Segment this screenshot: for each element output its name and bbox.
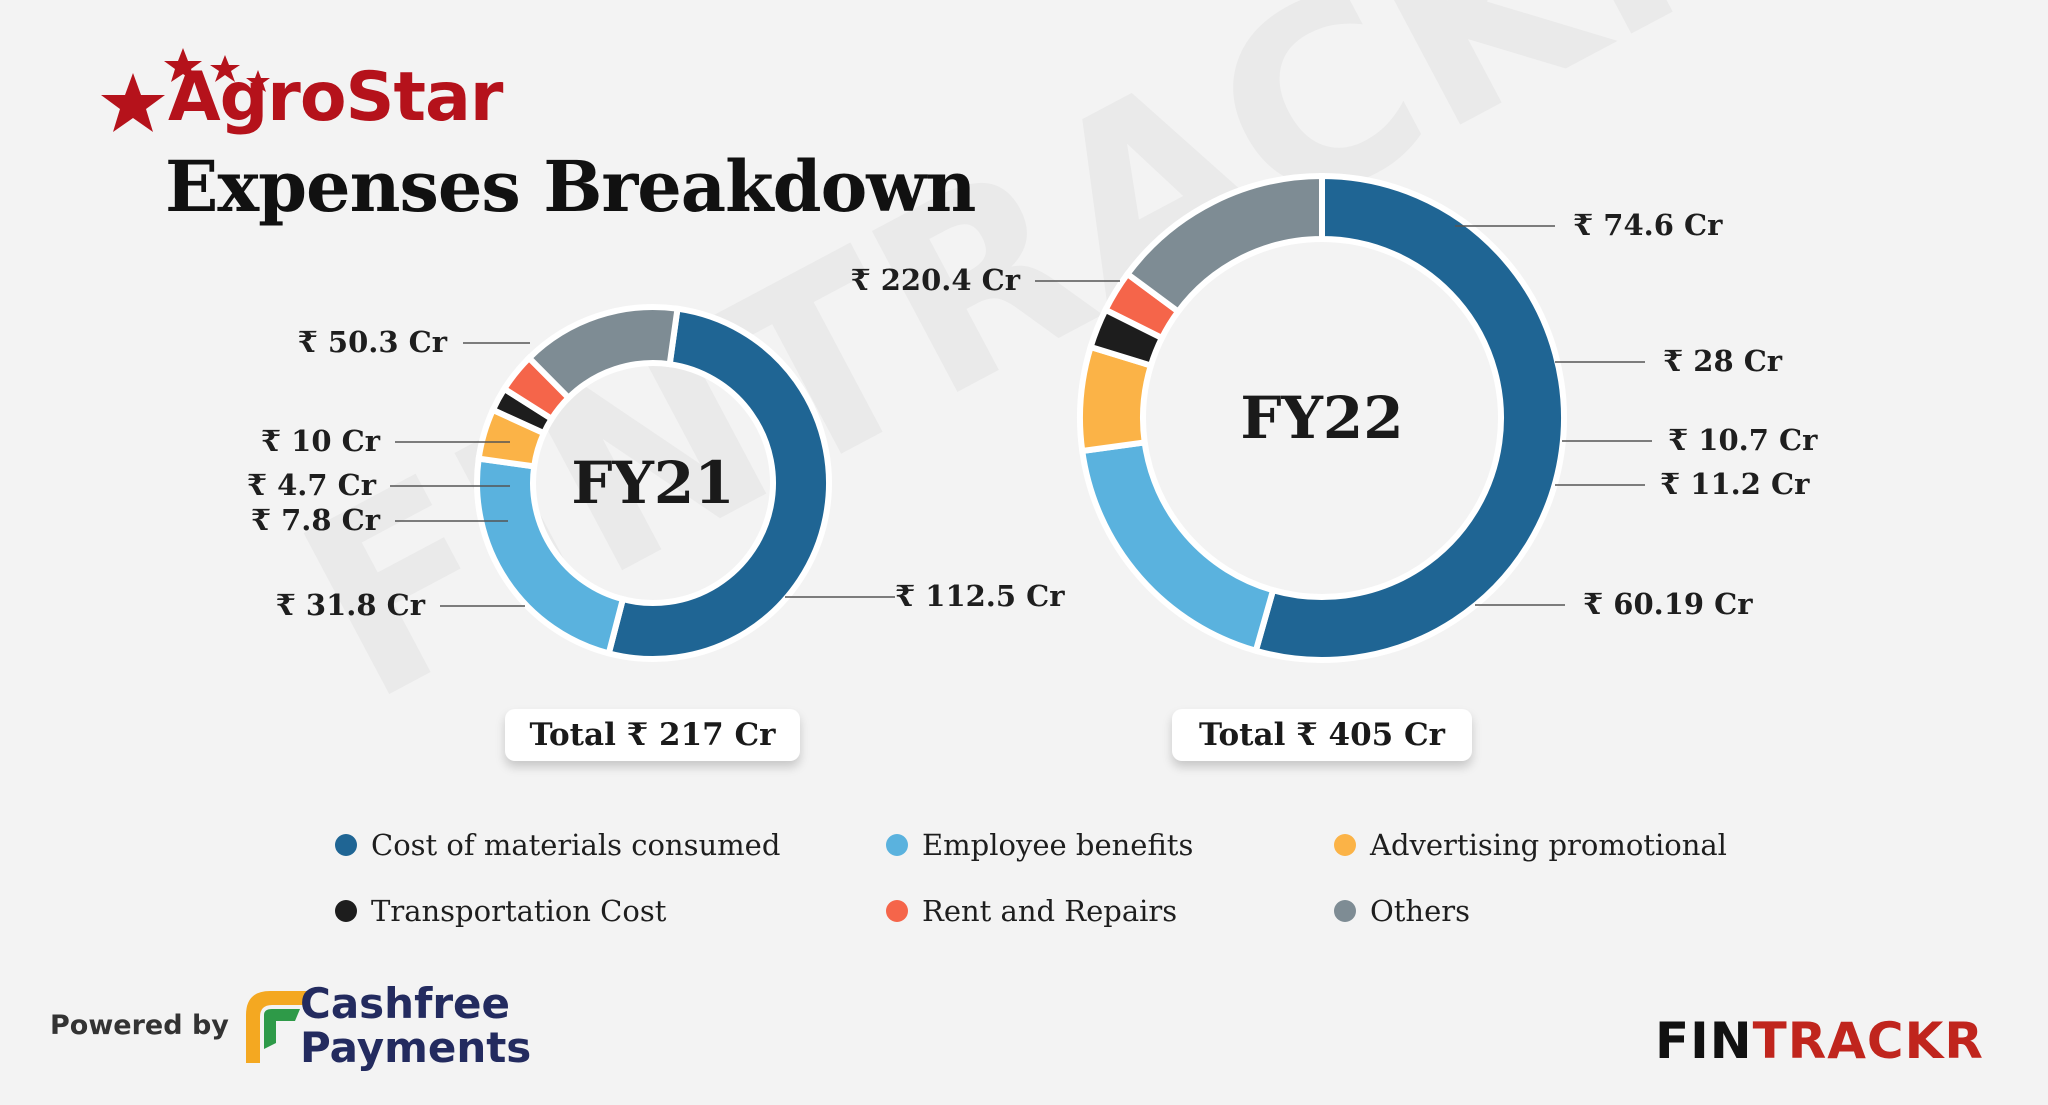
- legend-label: Advertising promotional: [1370, 828, 1727, 862]
- slice-value-label: ₹ 74.6 Cr: [1573, 208, 1723, 242]
- legend-swatch: [886, 834, 908, 856]
- cashfree-logo-icon: [246, 991, 310, 1063]
- legend-item-transportation: Transportation Cost: [335, 894, 666, 928]
- legend-swatch: [1334, 834, 1356, 856]
- legend-item-advertising: Advertising promotional: [1334, 828, 1727, 862]
- legend-item-rent: Rent and Repairs: [886, 894, 1177, 928]
- agrostar-stars-icon: [101, 48, 270, 132]
- slice-value-label: ₹ 50.3 Cr: [298, 325, 448, 359]
- slice-value-label: ₹ 31.8 Cr: [276, 588, 426, 622]
- donut-slice-fy21-5: [524, 304, 681, 402]
- legend-swatch: [886, 900, 908, 922]
- total-badge-fy22: Total ₹ 405 Cr: [1172, 709, 1472, 761]
- cashfree-line2: Payments: [300, 1023, 532, 1072]
- legend-item-others: Others: [1334, 894, 1470, 928]
- donut-center-label: FY21: [571, 449, 734, 517]
- donut-center-label: FY22: [1240, 384, 1403, 452]
- slice-value-label: ₹ 112.5 Cr: [895, 579, 1065, 613]
- fintrackr-logo-part1: FIN: [1655, 1012, 1753, 1070]
- cashfree-wordmark: Cashfree Payments: [300, 982, 531, 1070]
- fintrackr-logo: FINTRACKR: [1655, 1012, 1984, 1070]
- slice-value-label: ₹ 10.7 Cr: [1668, 423, 1818, 457]
- total-badge-fy21: Total ₹ 217 Cr: [505, 709, 800, 761]
- slice-value-label: ₹ 11.2 Cr: [1660, 467, 1810, 501]
- legend-label: Cost of materials consumed: [371, 828, 781, 862]
- legend-item-employee-benefits: Employee benefits: [886, 828, 1193, 862]
- legend-label: Transportation Cost: [371, 894, 667, 928]
- fintrackr-logo-part2: TRACKR: [1752, 1012, 1984, 1070]
- brand-name: AgroStar: [168, 58, 503, 137]
- slice-value-label: ₹ 10 Cr: [261, 424, 381, 458]
- legend-swatch: [1334, 900, 1356, 922]
- slice-value-label: ₹ 7.8 Cr: [251, 503, 381, 537]
- legend-label: Employee benefits: [922, 828, 1194, 862]
- legend-swatch: [335, 900, 357, 922]
- donut-slice-fy21-0: [605, 305, 832, 662]
- cashfree-line1: Cashfree: [300, 979, 511, 1028]
- legend-item-cost-of-materials: Cost of materials consumed: [335, 828, 780, 862]
- powered-by-text: Powered by: [50, 1010, 229, 1041]
- slice-value-label: ₹ 220.4 Cr: [850, 263, 1020, 297]
- donut-slice-fy22-5: [1123, 172, 1325, 316]
- page-title: Expenses Breakdown: [165, 145, 976, 228]
- donut-fy21: ₹ 112.5 Cr ₹ 50.3 Cr ₹ 10 Cr ₹ 4.7 Cr₹ 7.8 …: [247, 304, 1065, 662]
- legend-label: Others: [1370, 894, 1471, 928]
- slice-value-label: ₹ 60.19 Cr: [1583, 587, 1753, 621]
- donut-slice-fy22-1: [1078, 439, 1277, 655]
- donut-slice-fy22-0: [1252, 172, 1567, 663]
- slice-value-label: ₹ 28 Cr: [1663, 344, 1783, 378]
- donut-fy22: ₹ 220.4 Cr ₹ 74.6 Cr ₹ 28 Cr ₹ 10.7 Cr ₹ 11.…: [850, 172, 1818, 663]
- slice-value-label: ₹ 4.7 Cr: [247, 468, 377, 502]
- legend-label: Rent and Repairs: [922, 894, 1178, 928]
- legend-swatch: [335, 834, 357, 856]
